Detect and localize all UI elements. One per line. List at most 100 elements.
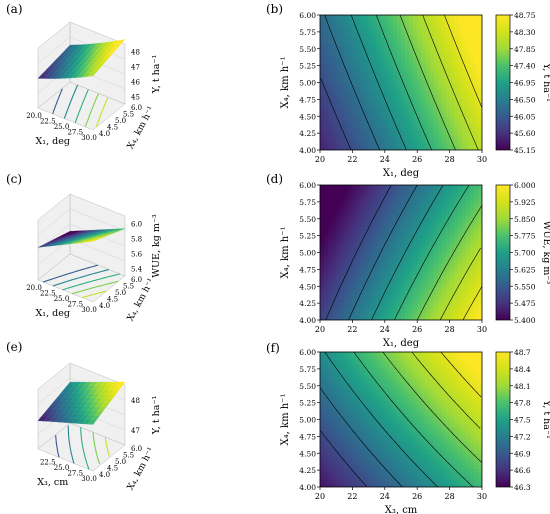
contour-cell <box>457 252 463 257</box>
contour-cell <box>433 196 439 201</box>
contour-cell <box>457 442 463 447</box>
contour-cell <box>376 438 382 443</box>
contour-cell <box>320 90 325 95</box>
contour-cell <box>348 226 353 231</box>
contour-cell <box>336 241 341 246</box>
contour-cell <box>396 479 402 484</box>
contour-cell <box>360 308 366 314</box>
contour-cell <box>368 293 374 299</box>
contour-cell <box>405 211 410 216</box>
contour-cell <box>392 237 398 242</box>
contour-cell <box>449 263 455 269</box>
contour-cell <box>396 18 402 24</box>
contour-cell <box>417 419 422 424</box>
contour-cell <box>384 423 390 428</box>
contour-cell <box>477 63 482 69</box>
contour-cell <box>384 400 390 406</box>
contour-cell <box>336 271 341 276</box>
contour-cell <box>376 449 382 454</box>
contour-cell <box>372 101 378 106</box>
contour-cell <box>433 430 439 436</box>
contour-cell <box>449 449 455 454</box>
contour-cell <box>465 374 471 379</box>
contour-cell <box>437 271 443 276</box>
contour-cell <box>340 67 345 72</box>
contour-cell <box>433 230 439 235</box>
contour-cell <box>356 48 362 54</box>
contour-cell <box>441 203 447 209</box>
contour-cell <box>368 222 374 227</box>
contour-cell <box>352 18 358 24</box>
contour-cell <box>380 400 386 406</box>
contour-cell <box>473 120 479 125</box>
contour-cell <box>344 196 349 201</box>
contour-cell <box>368 48 374 54</box>
contour-cell <box>364 374 370 379</box>
contour-cell <box>425 26 430 31</box>
contour-cell <box>368 308 374 314</box>
contour-cell <box>320 260 325 265</box>
contour-cell <box>417 363 422 368</box>
contour-cell <box>449 71 455 76</box>
contour-cell <box>465 120 471 125</box>
contour-cell <box>336 475 341 481</box>
contour-cell <box>340 297 345 302</box>
contour-cell <box>328 33 333 39</box>
contour-cell <box>449 67 455 72</box>
contour-cell <box>413 293 418 299</box>
contour-cell <box>356 78 362 84</box>
contour-cell <box>405 430 410 436</box>
contour-cell <box>336 101 341 106</box>
contour-cell <box>336 78 341 84</box>
contour-cell <box>453 45 459 50</box>
contour-cell <box>340 142 345 147</box>
contour-cell <box>477 278 482 284</box>
contour-cell <box>320 18 325 24</box>
contour-cell <box>429 275 434 280</box>
contour-cell <box>469 363 475 368</box>
contour-cell <box>320 256 325 261</box>
contour-cell <box>320 367 325 372</box>
contour-cell <box>360 374 366 379</box>
contour-cell <box>356 112 362 117</box>
contour-cell <box>405 41 410 46</box>
contour-cell <box>328 278 333 284</box>
contour-cell <box>352 52 358 57</box>
contour-cell <box>356 438 362 443</box>
contour-cell <box>324 123 329 129</box>
contour-cell <box>340 45 345 50</box>
contour-cell <box>421 464 426 469</box>
contour-cell <box>344 464 349 469</box>
contour-cell <box>409 26 414 31</box>
contour-cell <box>425 33 430 39</box>
contour-cell <box>332 196 337 201</box>
contour-cell <box>328 367 333 372</box>
contour-cell <box>376 260 382 265</box>
contour-cell <box>421 472 426 477</box>
contour-cell <box>401 26 406 31</box>
contour-cell <box>465 312 471 317</box>
contour-cell <box>384 312 390 317</box>
contour-cell <box>340 108 345 114</box>
contour-cell <box>477 457 482 462</box>
contour-cell <box>364 188 370 194</box>
contour-cell <box>477 138 482 144</box>
colorbar <box>495 351 511 488</box>
contour-cell <box>437 112 443 117</box>
contour-cell <box>449 423 455 428</box>
y-tick-label: 4.00 <box>299 483 316 492</box>
contour-cell <box>473 45 479 50</box>
contour-cell <box>421 90 426 95</box>
contour-cell <box>396 378 402 383</box>
colorbar-tick-label: 46.05 <box>514 112 536 121</box>
contour-cell <box>356 464 362 469</box>
contour-cell <box>433 434 439 439</box>
contour-cell <box>396 374 402 379</box>
contour-cell <box>372 271 378 276</box>
contour-cell <box>352 222 358 227</box>
contour-cell <box>344 101 349 106</box>
contour-cell <box>368 230 374 235</box>
contour-cell <box>376 400 382 406</box>
contour-cell <box>384 142 390 147</box>
contour-cell <box>340 412 345 417</box>
